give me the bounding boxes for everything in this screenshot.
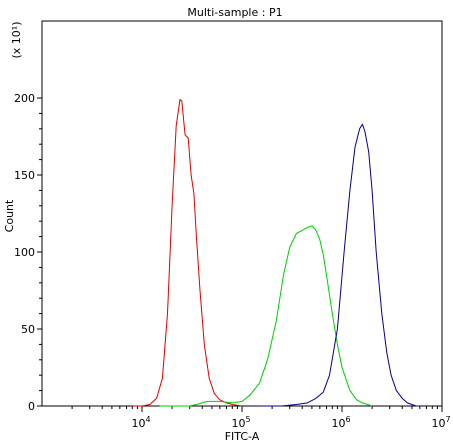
chart-title: Multi-sample : P1 <box>187 6 282 19</box>
x-tick-label: 106 <box>331 415 350 430</box>
plot-frame <box>41 20 443 407</box>
y-multiplier-label: (x 10¹) <box>10 22 23 59</box>
series-line-3 <box>259 123 420 407</box>
y-axis-label: Count <box>3 199 16 232</box>
x-axis-ticks: 104 105 106 107 <box>131 406 451 430</box>
x-axis-minor-ticks <box>71 406 438 409</box>
x-axis-label: FITC-A <box>225 430 260 443</box>
y-tick-label: 200 <box>14 92 35 105</box>
series-layer <box>132 99 420 407</box>
y-tick-label: 0 <box>28 400 35 413</box>
x-tick-label: 105 <box>231 415 250 430</box>
y-axis-ticks: 0 50 100 150 200 <box>14 92 42 413</box>
y-tick-label: 100 <box>14 246 35 259</box>
x-tick-label: 107 <box>431 415 450 430</box>
series-line-2 <box>159 225 373 407</box>
y-tick-label: 50 <box>21 323 35 336</box>
series-line-1 <box>132 99 243 407</box>
y-tick-label: 150 <box>14 169 35 182</box>
x-tick-label: 104 <box>131 415 150 430</box>
